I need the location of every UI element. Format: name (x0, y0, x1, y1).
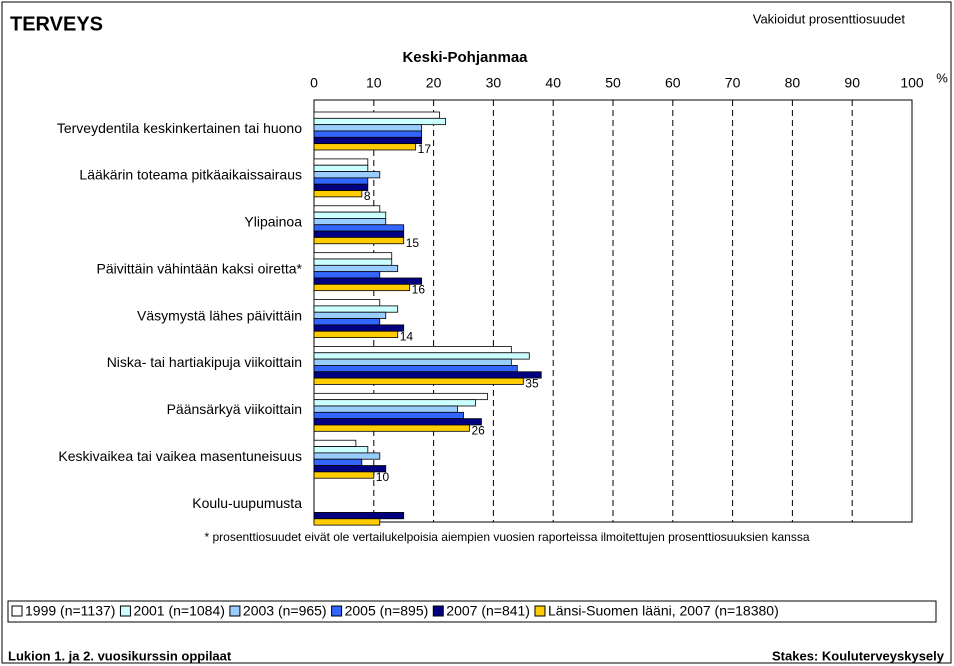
bar (313, 158, 369, 166)
bar (313, 305, 399, 313)
value-label: 35 (525, 376, 539, 390)
legend-label: 2005 (n=895) (345, 603, 429, 619)
bar (313, 271, 381, 279)
footer-left: Lukion 1. ja 2. vuosikurssin oppilaat (8, 648, 232, 663)
bar (313, 377, 524, 385)
bar (313, 218, 387, 226)
bar (313, 224, 405, 232)
axis-label: % (936, 70, 948, 85)
footer-right: Stakes: Kouluterveyskysely (772, 648, 945, 663)
bar (313, 258, 393, 266)
bar (313, 177, 369, 185)
bar (313, 211, 387, 219)
bar (313, 324, 405, 332)
x-tick-label: 90 (844, 75, 860, 91)
bar (313, 264, 399, 273)
legend-label: 2003 (n=965) (243, 603, 327, 619)
bar (313, 411, 464, 420)
legend-swatch (534, 605, 546, 617)
bar (313, 318, 381, 326)
category-label: Keskivaikea tai vaikea masentuneisuus (58, 448, 302, 464)
x-tick-label: 50 (605, 75, 621, 91)
x-tick-label: 80 (785, 75, 801, 91)
x-tick-label: 60 (665, 75, 681, 91)
value-label: 26 (471, 423, 485, 437)
legend-label: 2007 (n=841) (446, 603, 530, 619)
bar (313, 452, 381, 460)
bar (313, 365, 518, 373)
legend-swatch (432, 605, 444, 617)
bar (313, 512, 405, 520)
bar (313, 190, 363, 198)
bar (313, 330, 399, 338)
bar (313, 471, 375, 479)
x-tick-label: 0 (310, 75, 318, 91)
bar (313, 352, 530, 360)
bar (313, 446, 369, 454)
category-label: Päivittäin vähintään kaksi oiretta* (97, 260, 303, 276)
category-label: Koulu-uupumusta (192, 495, 302, 511)
bar (313, 311, 387, 319)
bar (313, 371, 542, 379)
legend-label: Länsi-Suomen lääni, 2007 (n=18380) (548, 603, 779, 619)
bar (313, 358, 512, 366)
legend-swatch (331, 605, 343, 617)
legend-swatch (119, 605, 131, 617)
category-label: Väsymystä lähes päivittäin (137, 307, 302, 323)
page-title: TERVEYS (10, 13, 103, 35)
x-tick-label: 30 (486, 75, 502, 91)
category-label: Lääkärin toteama pitkäaikaissairaus (79, 167, 302, 183)
value-label: 15 (406, 236, 420, 250)
bar (313, 205, 381, 213)
x-tick-label: 100 (900, 75, 924, 91)
category-label: Terveydentila keskinkertainen tai huono (57, 120, 302, 136)
page-subtitle: Vakioidut prosenttiosuudet (753, 11, 906, 26)
bar (313, 164, 369, 172)
category-label: Niska- tai hartiakipuja viikoittain (107, 354, 302, 370)
bar (313, 399, 476, 407)
bar (313, 124, 423, 132)
bar (313, 277, 423, 285)
bar (313, 518, 381, 526)
bar (313, 458, 363, 466)
bar (313, 171, 381, 179)
legend-label: 2001 (n=1084) (133, 603, 224, 619)
bar (313, 252, 393, 260)
x-tick-label: 70 (725, 75, 741, 91)
legend-label: 1999 (n=1137) (25, 603, 115, 619)
bar (313, 130, 423, 138)
bar (313, 283, 411, 292)
bar (313, 230, 405, 238)
bar (313, 299, 381, 307)
legend-swatch (229, 605, 241, 617)
bar (313, 392, 488, 401)
bar (313, 136, 423, 145)
value-label: 10 (376, 470, 390, 484)
legend-swatch (11, 605, 23, 617)
bar (313, 439, 357, 447)
bar (313, 183, 369, 191)
category-label: Päänsärkyä viikoittain (167, 401, 302, 417)
x-tick-label: 40 (545, 75, 561, 91)
value-label: 14 (400, 330, 414, 344)
bar (313, 346, 512, 354)
bar (313, 117, 446, 126)
footnote: * prosenttiosuudet eivät ole vertailukel… (204, 530, 809, 544)
bar (313, 143, 417, 151)
bar (313, 237, 405, 245)
x-tick-label: 10 (366, 75, 382, 91)
value-label: 8 (364, 189, 371, 203)
bar (313, 424, 470, 432)
chart-title: Keski-Pohjanmaa (402, 49, 528, 66)
bar (313, 405, 458, 413)
bar (313, 418, 482, 426)
bar (313, 111, 440, 119)
value-label: 17 (418, 142, 432, 156)
category-label: Ylipainoa (244, 214, 302, 230)
value-label: 16 (412, 283, 426, 297)
x-tick-label: 20 (426, 75, 442, 91)
